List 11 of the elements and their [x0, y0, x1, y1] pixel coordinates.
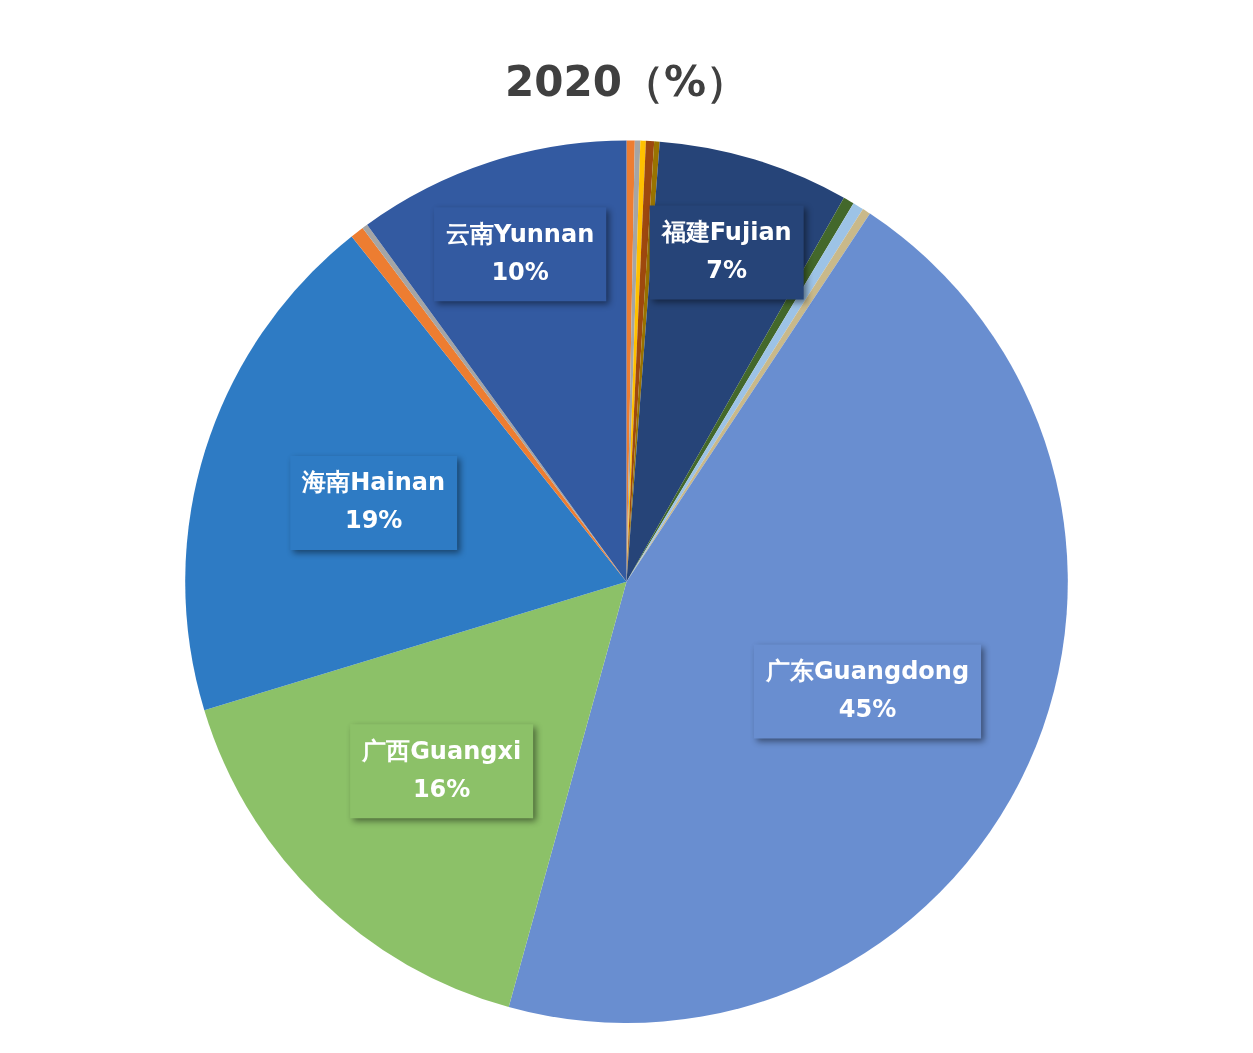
slice-label: 广西Guangxi: [361, 736, 522, 765]
slice-label: 福建Fujian: [660, 217, 792, 246]
data-label: 19%: [344, 506, 403, 535]
data-label: 10%: [491, 257, 549, 286]
slice-label: 云南Yunnan: [446, 219, 595, 248]
slice-label: 广东Guangdong: [764, 656, 970, 685]
slice-label: 海南Hainan: [301, 468, 446, 497]
data-label: 16%: [412, 774, 471, 803]
chart-title: 2020（%）: [505, 57, 748, 107]
data-label: 7%: [706, 255, 748, 284]
data-label: 45%: [838, 694, 897, 723]
